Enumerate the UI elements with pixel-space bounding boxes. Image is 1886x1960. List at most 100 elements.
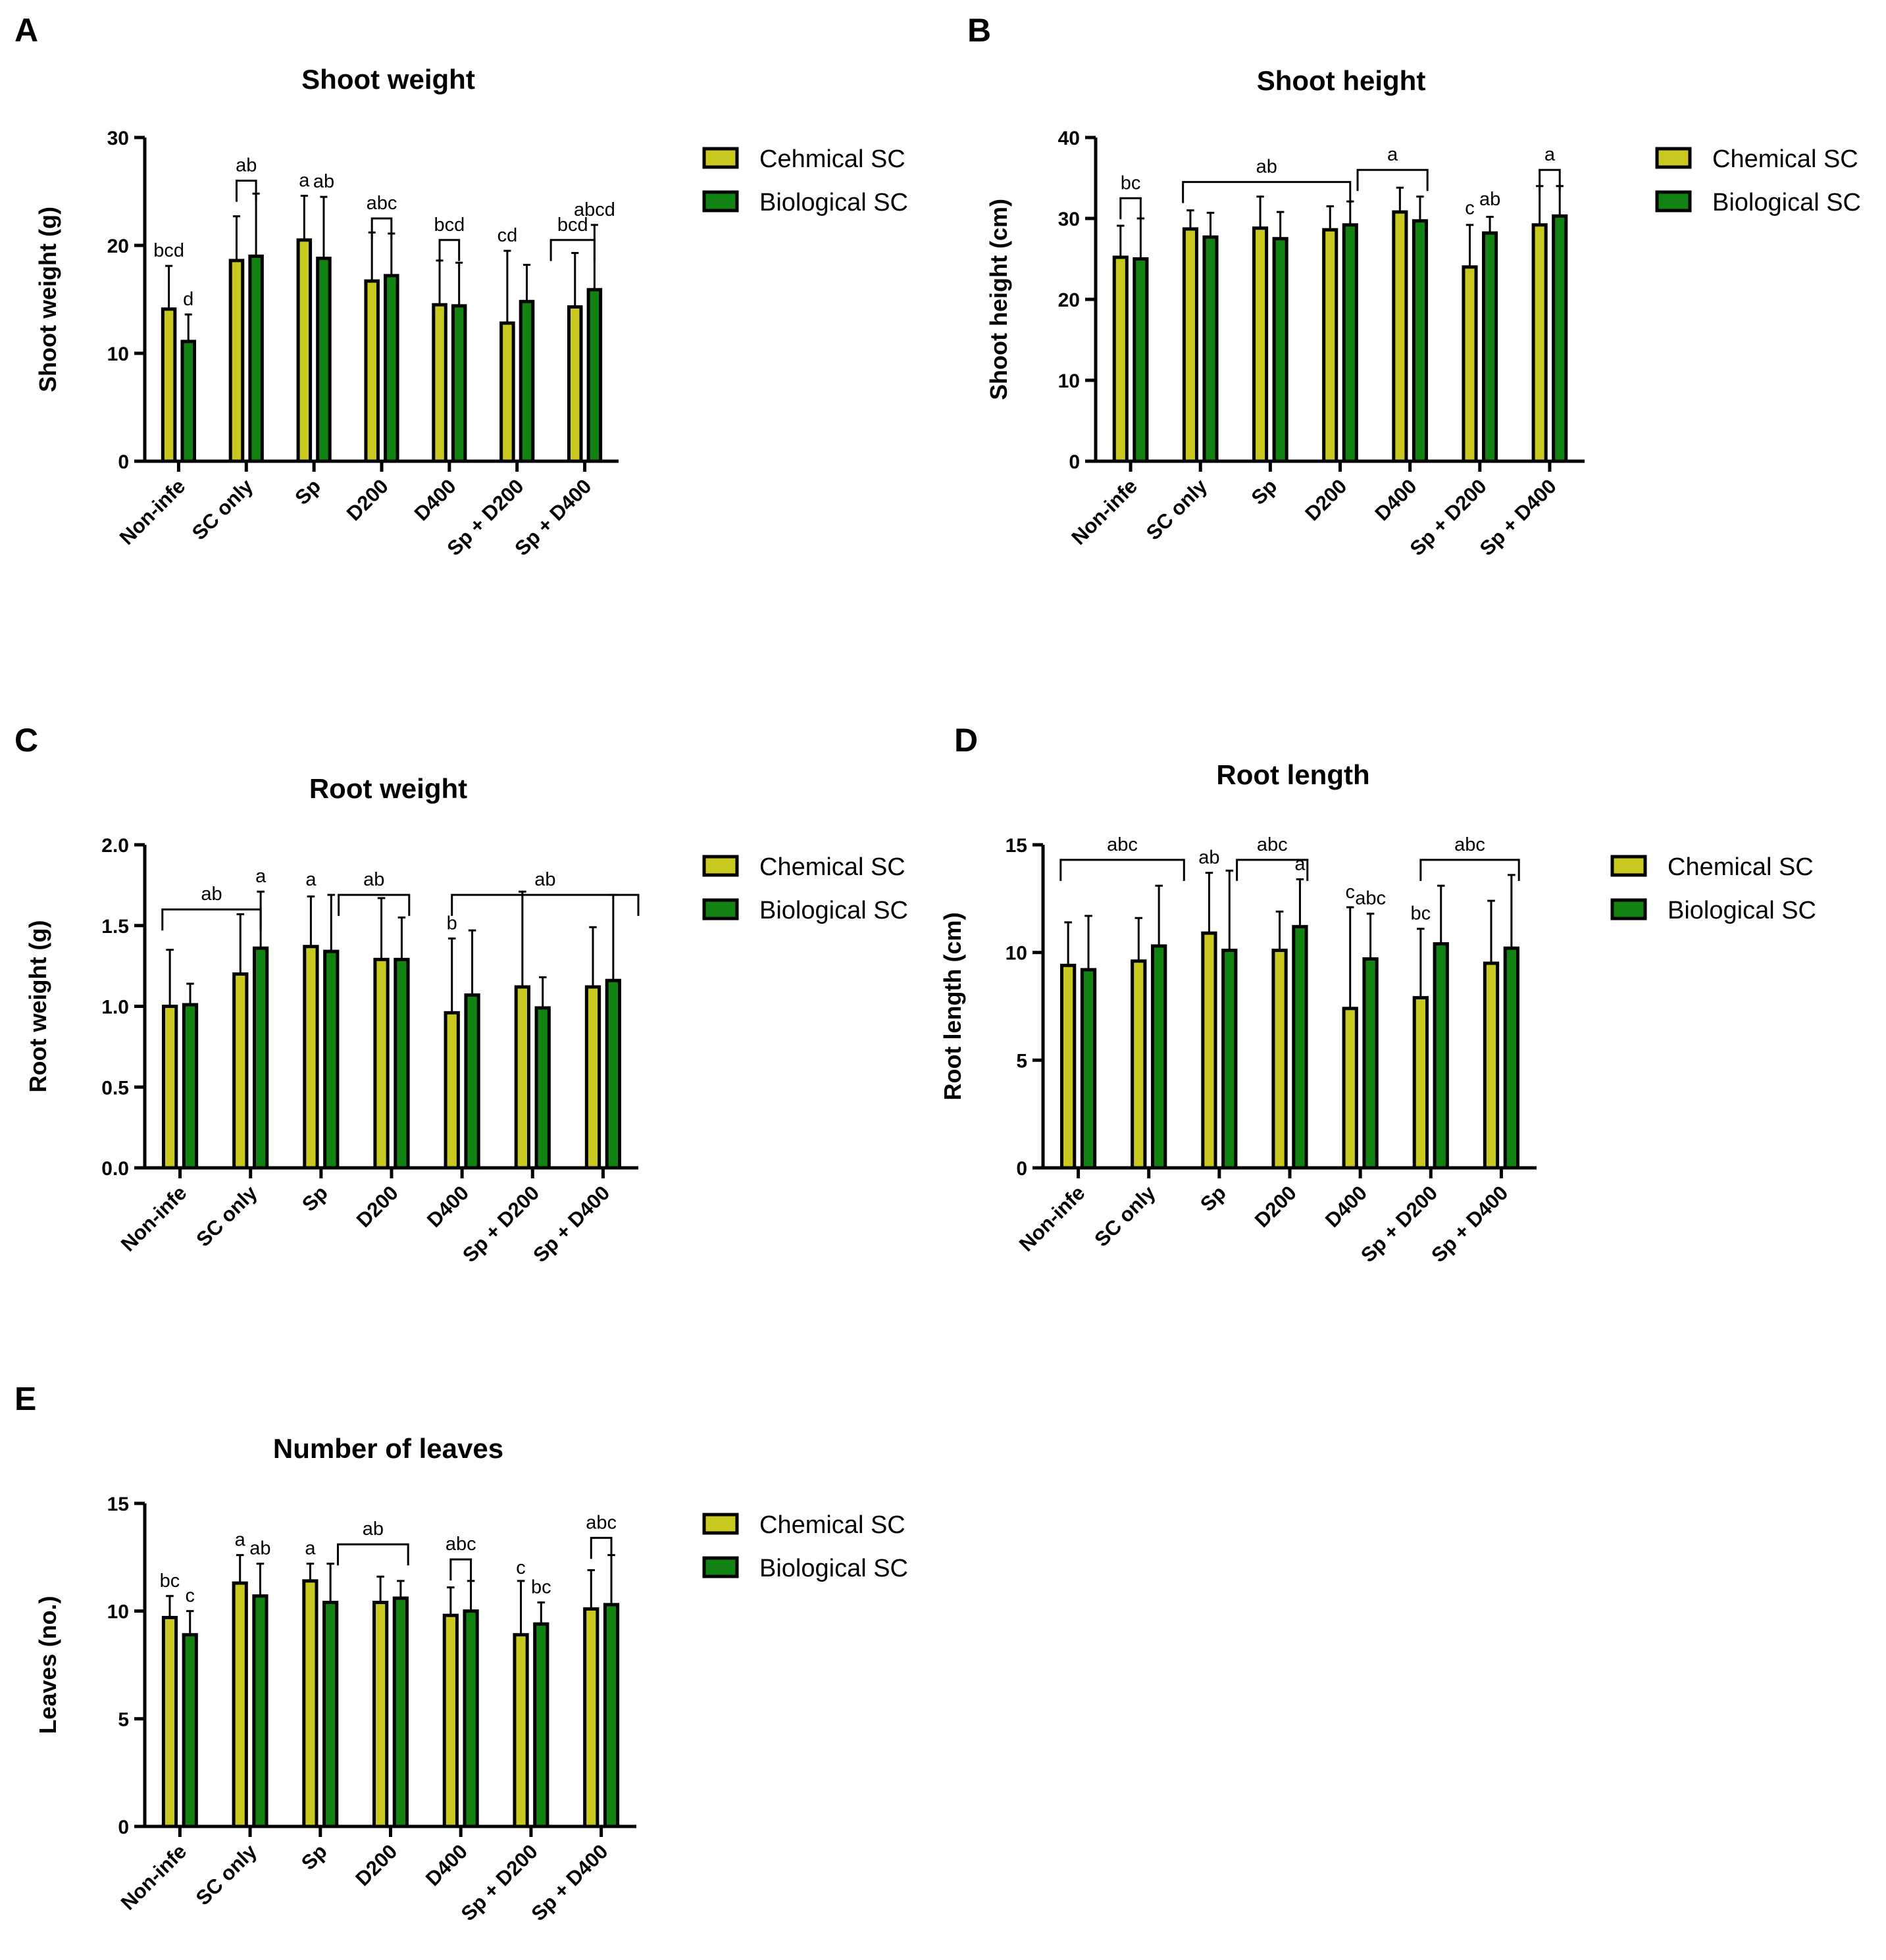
significance-letter: abc bbox=[1107, 834, 1138, 855]
x-tick-label: Non-infe bbox=[116, 1840, 191, 1915]
x-tick-label: Sp + D400 bbox=[528, 1181, 614, 1267]
bar-chemical bbox=[444, 1011, 460, 1170]
bar-biological bbox=[323, 949, 340, 1170]
x-tick-label: Non-infe bbox=[1067, 474, 1142, 549]
bar-chemical bbox=[442, 1613, 459, 1828]
y-axis-label: Shoot weight (g) bbox=[34, 207, 61, 392]
significance-letter: ab bbox=[313, 171, 334, 192]
significance-bracket bbox=[549, 239, 596, 261]
bar-chemical bbox=[513, 1633, 529, 1828]
significance-bracket bbox=[336, 1543, 409, 1566]
legend-swatch-biological bbox=[1610, 898, 1647, 920]
x-tick-label: SC only bbox=[1142, 474, 1212, 545]
significance-letter: bcd bbox=[153, 240, 184, 261]
significance-letter: a bbox=[1294, 853, 1306, 874]
significance-bracket bbox=[1356, 168, 1429, 191]
x-tick-label: D200 bbox=[342, 474, 393, 525]
chart-panel-e: E Number of leaves Leaves (no.) 0 5 10 15 Non-i… bbox=[14, 1380, 908, 1925]
bar-chemical bbox=[583, 1607, 599, 1828]
x-tick-label: D200 bbox=[1250, 1181, 1301, 1232]
legend-swatch-chemical bbox=[702, 147, 739, 169]
significance-letter: d bbox=[183, 289, 193, 310]
significance-bracket bbox=[1419, 859, 1520, 881]
significance-letter: c bbox=[1345, 882, 1355, 903]
significance-letter: ab bbox=[201, 884, 222, 905]
x-tick-label: SC only bbox=[188, 474, 258, 545]
bar-biological bbox=[1433, 942, 1449, 1170]
bar-chemical bbox=[373, 957, 390, 1170]
y-tick-label: 0 bbox=[1069, 451, 1080, 473]
bar-biological bbox=[519, 299, 535, 463]
significance-letter: bc bbox=[531, 1577, 551, 1598]
y-tick-label: 10 bbox=[1006, 943, 1027, 965]
significance-bracket bbox=[370, 217, 393, 239]
bar-biological bbox=[534, 1006, 551, 1170]
y-tick-label: 15 bbox=[1006, 835, 1027, 857]
bar-chemical bbox=[162, 1005, 178, 1170]
y-tick-label: 1.0 bbox=[101, 997, 129, 1018]
x-tick-label: SC only bbox=[191, 1840, 262, 1910]
x-tick-label: Sp + D200 bbox=[458, 1181, 544, 1267]
bar-biological bbox=[605, 978, 622, 1170]
bar-biological bbox=[451, 304, 467, 463]
y-axis-label: Root length (cm) bbox=[939, 913, 966, 1101]
bar-chemical bbox=[1531, 223, 1548, 463]
bar-biological bbox=[463, 1609, 479, 1828]
x-tick-label: Sp bbox=[1247, 474, 1282, 509]
x-tick-label: Sp + D400 bbox=[1475, 474, 1561, 560]
chart-panel-d: D Root length Root length (cm) 0 5 10 15 Non-in… bbox=[939, 722, 1816, 1267]
y-tick-label: 0 bbox=[1016, 1158, 1027, 1180]
bar-biological bbox=[1202, 235, 1219, 463]
significance-letter: bcd bbox=[434, 214, 465, 236]
bar-chemical bbox=[1131, 959, 1147, 1170]
significance-bracket bbox=[590, 1536, 613, 1559]
significance-bracket bbox=[1182, 181, 1352, 203]
y-axis-label: Leaves (no.) bbox=[34, 1596, 61, 1734]
significance-bracket bbox=[338, 893, 411, 917]
bar-biological bbox=[586, 288, 603, 463]
bar-chemical bbox=[1483, 961, 1500, 1170]
bar-biological bbox=[1362, 957, 1379, 1170]
chart-title: Root length bbox=[1216, 759, 1369, 790]
x-tick-label: Sp bbox=[1196, 1181, 1231, 1216]
chart-panel-a: A Shoot weight Shoot weight (g) 0 10 20 30 Non-… bbox=[14, 12, 908, 560]
panel-letter: D bbox=[954, 722, 978, 759]
panel-letter: A bbox=[14, 12, 38, 49]
panel-letter: B bbox=[967, 12, 991, 49]
y-axis-label: Shoot height (cm) bbox=[985, 199, 1012, 400]
bar-biological bbox=[180, 339, 196, 463]
y-tick-label: 10 bbox=[107, 343, 129, 365]
bar-chemical bbox=[161, 1615, 178, 1828]
significance-letter: ab bbox=[1479, 189, 1500, 210]
legend-label: Chemical SC bbox=[759, 853, 905, 881]
significance-letter: bc bbox=[1121, 172, 1141, 193]
significance-letter: ab bbox=[363, 869, 384, 890]
bar-chemical bbox=[1112, 255, 1129, 463]
chart-panel-b: B Shoot height Shoot height (cm) 0 10 20 30 40 N… bbox=[967, 12, 1861, 560]
y-tick-label: 1.5 bbox=[101, 916, 129, 938]
significance-bracket bbox=[451, 893, 640, 917]
legend-label: Chemical SC bbox=[759, 1511, 905, 1539]
significance-letter: ab bbox=[1256, 157, 1277, 178]
x-tick-label: D200 bbox=[351, 1840, 401, 1890]
legend-label: Chemical SC bbox=[1668, 853, 1814, 881]
x-tick-label: SC only bbox=[1090, 1181, 1160, 1251]
significance-letter: ab bbox=[534, 869, 555, 890]
panel-letter: E bbox=[14, 1380, 36, 1417]
panel-letter: C bbox=[14, 722, 38, 759]
x-tick-label: D400 bbox=[422, 1181, 473, 1232]
y-tick-label: 0.5 bbox=[101, 1077, 129, 1099]
bar-chemical bbox=[1342, 1007, 1358, 1170]
y-tick-label: 30 bbox=[1058, 209, 1080, 230]
x-tick-label: Sp + D400 bbox=[1427, 1181, 1512, 1267]
legend-label: Chemical SC bbox=[1712, 145, 1858, 173]
significance-letter: a bbox=[299, 170, 310, 191]
significance-letter: bc bbox=[1411, 903, 1431, 924]
x-tick-label: D400 bbox=[421, 1840, 472, 1890]
bar-biological bbox=[1482, 231, 1498, 463]
significance-letter: abc bbox=[367, 193, 397, 214]
bar-biological bbox=[1503, 946, 1520, 1170]
bar-biological bbox=[252, 1594, 268, 1828]
y-tick-label: 0 bbox=[118, 1817, 129, 1838]
